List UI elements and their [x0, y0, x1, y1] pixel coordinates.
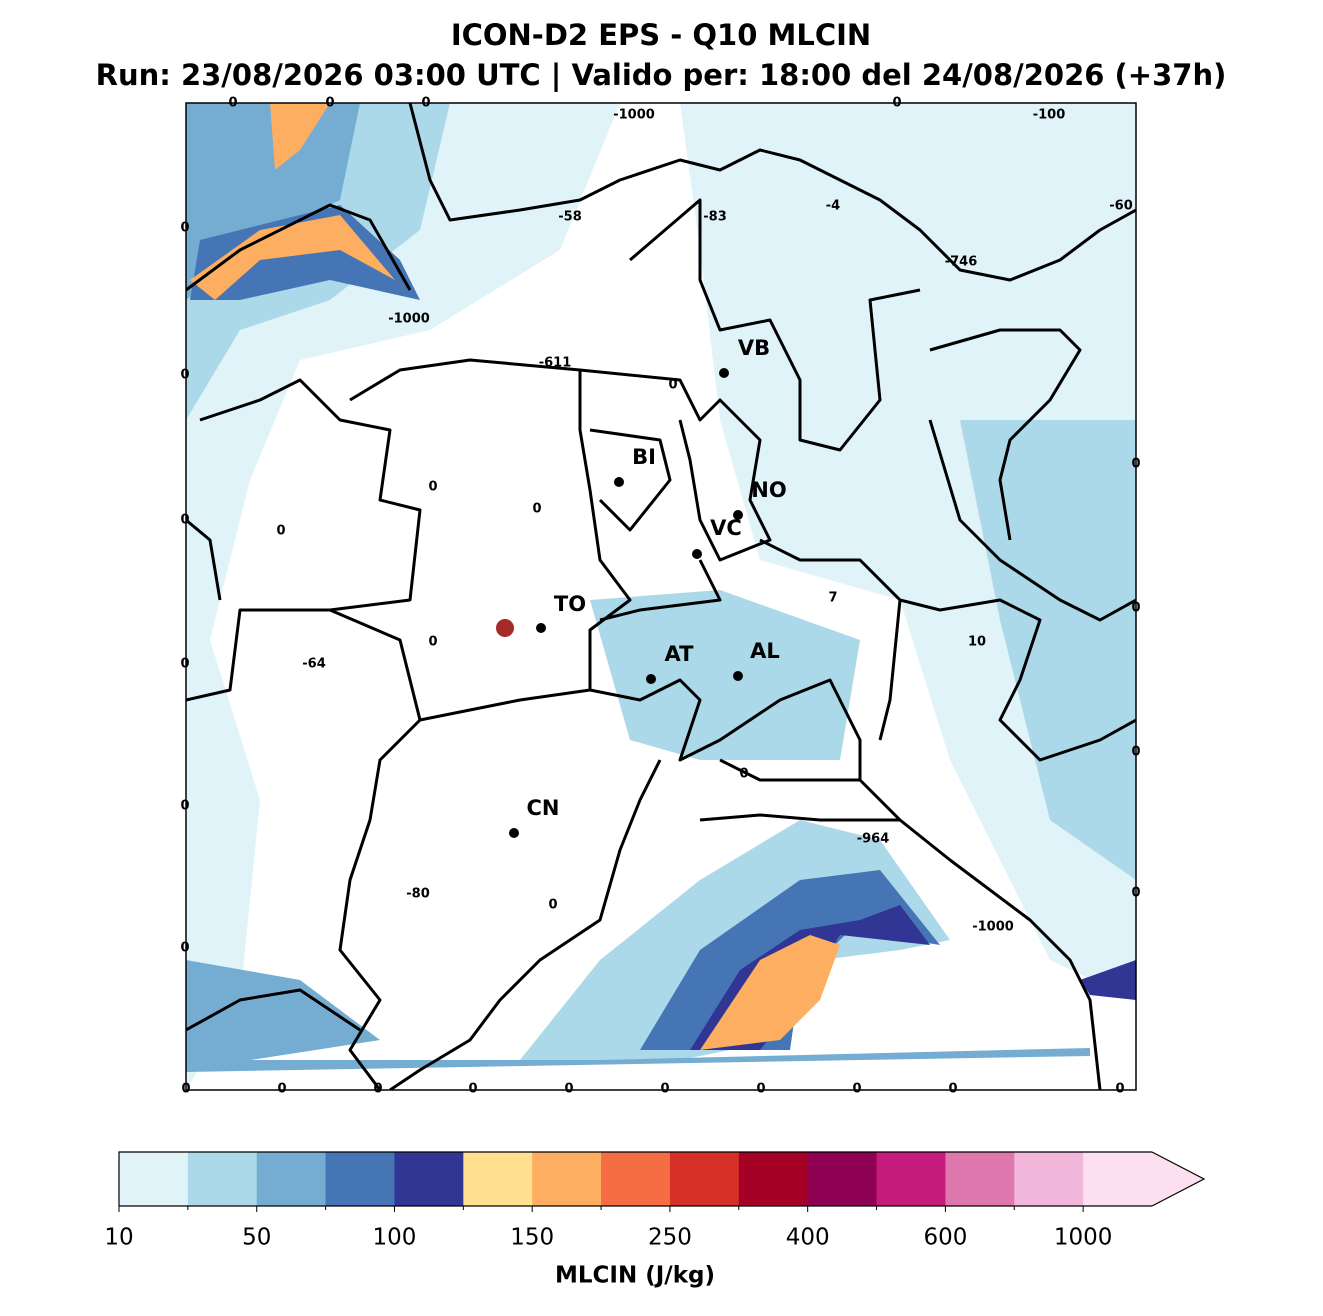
- contour-label: -58: [558, 210, 582, 225]
- contour-label: 0: [739, 767, 748, 782]
- contour-label: 10: [968, 635, 986, 650]
- city-label: AL: [750, 639, 780, 663]
- city-dot: [733, 510, 743, 520]
- colorbar-tick-label: 1000: [1054, 1225, 1113, 1251]
- contour-label: -1000: [388, 312, 430, 327]
- contour-label: -80: [406, 887, 430, 902]
- contour-label: -746: [945, 255, 978, 270]
- colorbar-tick-label: 100: [373, 1225, 417, 1251]
- contour-label: 0: [181, 1082, 190, 1097]
- contour-label: -100: [1033, 108, 1066, 123]
- contour-label: 0: [421, 96, 430, 111]
- contour-label: -1000: [613, 108, 655, 123]
- colorbar-swatch: [876, 1152, 946, 1206]
- location-marker: [496, 619, 514, 637]
- colorbar-swatch: [1014, 1152, 1084, 1206]
- colorbar-outline: [118, 1151, 1152, 1207]
- colorbar-label: MLCIN (J/kg): [555, 1263, 715, 1289]
- contour-label: 0: [948, 1082, 957, 1097]
- city-label: AT: [665, 642, 695, 666]
- contour-label: 0: [532, 502, 541, 517]
- contour-label: 0: [180, 799, 189, 814]
- contour-label: 0: [180, 941, 189, 956]
- city-dot: [509, 828, 519, 838]
- contour-label: 0: [1131, 457, 1140, 472]
- contour-label: 0: [276, 524, 285, 539]
- city-dot: [646, 674, 656, 684]
- city-dot: [536, 623, 546, 633]
- title: ICON-D2 EPS - Q10 MLCIN: [451, 18, 871, 52]
- city-dot: [614, 477, 624, 487]
- city-dot: [719, 368, 729, 378]
- city-label: TO: [554, 592, 586, 616]
- colorbar: 10 50 100 150 250 400 600 1000: [104, 1151, 1206, 1251]
- colorbar-swatch: [394, 1152, 464, 1206]
- city-dot: [692, 549, 702, 559]
- contour-label: 0: [892, 96, 901, 111]
- colorbar-swatch: [325, 1152, 395, 1206]
- contour-label: 0: [325, 96, 334, 111]
- contour-label: 0: [428, 480, 437, 495]
- contour-label: 0: [428, 635, 437, 650]
- colorbar-swatch: [945, 1152, 1015, 1206]
- colorbar-tick-label: 150: [510, 1225, 554, 1251]
- colorbar-swatch: [187, 1152, 258, 1206]
- colorbar-extend: [1151, 1151, 1206, 1207]
- colorbar-tick-label: 250: [648, 1225, 692, 1251]
- contour-label: 0: [756, 1082, 765, 1097]
- colorbar-swatch: [256, 1152, 327, 1206]
- contour-label: 0: [180, 513, 189, 528]
- contour-label: 0: [548, 898, 557, 913]
- city-label: CN: [527, 796, 560, 820]
- contour-label: -64: [302, 657, 326, 672]
- contour-label: 0: [277, 1082, 286, 1097]
- colorbar-swatch: [807, 1152, 878, 1206]
- contour-label: -60: [1109, 199, 1133, 214]
- contour-label: 0: [180, 221, 189, 236]
- contour-label: 0: [180, 657, 189, 672]
- colorbar-swatch: [738, 1152, 809, 1206]
- colorbar-swatch: [1083, 1152, 1153, 1206]
- city-label: BI: [632, 445, 656, 469]
- colorbar-tick-label: 10: [104, 1225, 133, 1251]
- contour-label: 7: [828, 591, 837, 606]
- contour-label: -1000: [972, 920, 1014, 935]
- contour-label: 0: [1131, 601, 1140, 616]
- colorbar-swatch: [463, 1152, 533, 1206]
- contour-label: 0: [228, 96, 237, 111]
- contour-label: -83: [703, 210, 727, 225]
- contour-label: 0: [660, 1082, 669, 1097]
- colorbar-tick-label: 50: [242, 1225, 271, 1251]
- colorbar-swatch: [669, 1152, 740, 1206]
- contour-label: 0: [852, 1082, 861, 1097]
- contour-label: 0: [1115, 1082, 1124, 1097]
- city-label: VB: [738, 336, 770, 360]
- contour-label: 0: [180, 368, 189, 383]
- colorbar-swatch: [532, 1152, 602, 1206]
- map-field: [186, 103, 1136, 1090]
- contour-label: 0: [564, 1082, 573, 1097]
- contour-label: -4: [826, 199, 840, 214]
- city-label: NO: [751, 478, 786, 502]
- contour-label: -611: [539, 356, 572, 371]
- colorbar-swatch: [601, 1152, 671, 1206]
- contour-label: 0: [1131, 745, 1140, 760]
- contour-label: 0: [1131, 886, 1140, 901]
- colorbar-tick-label: 400: [786, 1225, 830, 1251]
- subtitle: Run: 23/08/2026 03:00 UTC | Valido per: …: [96, 58, 1227, 92]
- contour-label: 0: [373, 1082, 382, 1097]
- contour-label: -964: [857, 832, 890, 847]
- map-frame: [185, 102, 1137, 1091]
- colorbar-tick-label: 600: [923, 1225, 967, 1251]
- city-dot: [733, 671, 743, 681]
- city-label: VC: [710, 516, 742, 540]
- colorbar-swatch: [119, 1152, 189, 1206]
- contour-label: 0: [468, 1082, 477, 1097]
- contour-label: 0: [668, 378, 677, 393]
